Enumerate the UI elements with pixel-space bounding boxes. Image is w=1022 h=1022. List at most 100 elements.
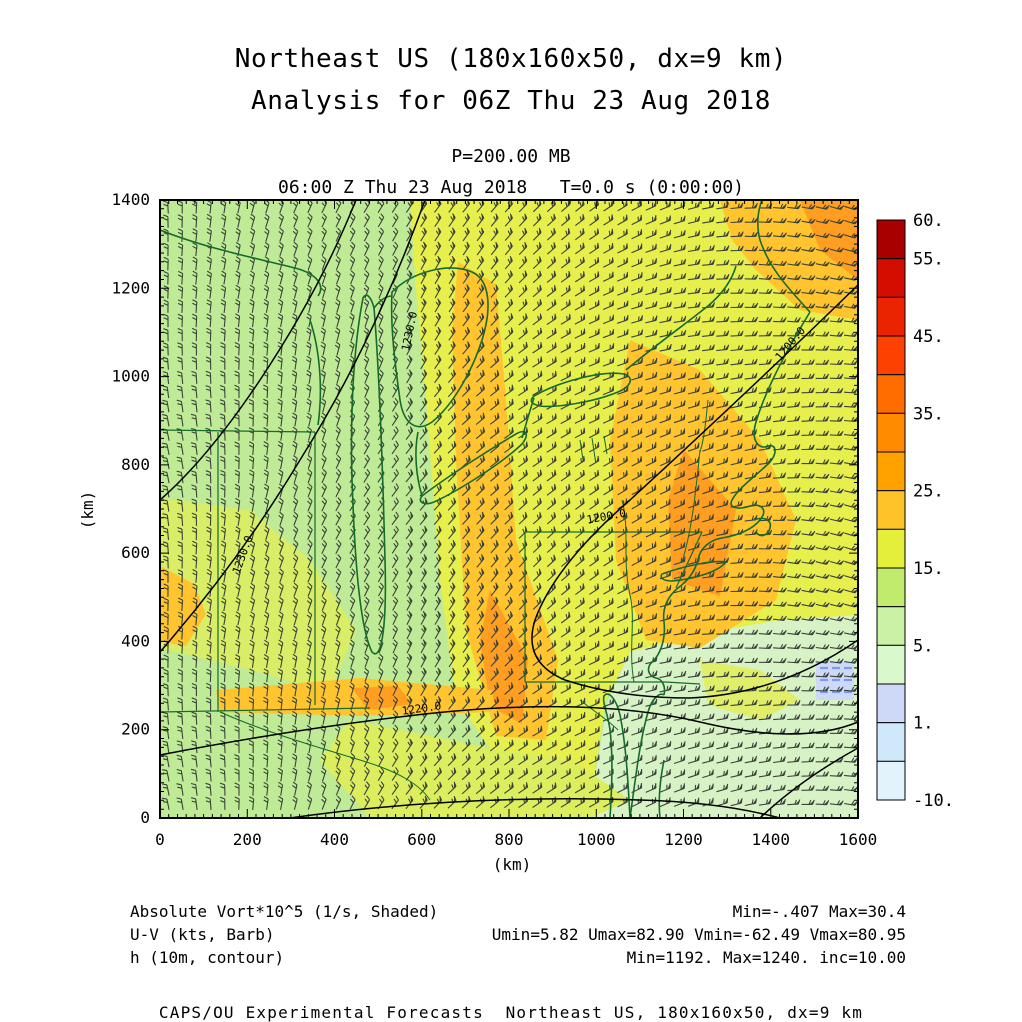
colorbar-cell xyxy=(876,760,906,801)
field-legend: Absolute Vort*10^5 (1/s, Shaded) Min=-.4… xyxy=(130,900,906,969)
colorbar-cell xyxy=(876,528,906,569)
coastline xyxy=(757,199,811,313)
colorbar-label: 55. xyxy=(913,250,944,270)
x-axis-tick-label: 200 xyxy=(233,830,262,849)
coastline xyxy=(658,759,665,819)
colorbar-label: 25. xyxy=(913,482,944,502)
height-contour xyxy=(159,705,859,756)
coastlines-layer xyxy=(159,199,811,819)
pressure-level-label: P=200.00 MB xyxy=(451,146,571,167)
y-axis-title: (km) xyxy=(78,491,97,530)
colorbar-label: 15. xyxy=(913,559,944,579)
state-border xyxy=(664,681,701,685)
footer-credit: CAPS/OU Experimental Forecasts Northeast… xyxy=(158,1003,864,1022)
colorbar-cell xyxy=(876,258,906,298)
river xyxy=(219,711,431,801)
y-axis-tick-label: 0 xyxy=(140,808,150,827)
colorbar-cell xyxy=(876,412,906,453)
legend-row-shaded: Absolute Vort*10^5 (1/s, Shaded) Min=-.4… xyxy=(130,900,906,923)
legend-contour-minmax: Min=1192. Max=1240. inc=10.00 xyxy=(626,948,906,967)
colorbar-cell xyxy=(876,219,906,260)
x-axis-tick-label: 800 xyxy=(495,830,524,849)
colorbar-cell xyxy=(876,606,906,646)
colorbar-cell xyxy=(876,490,906,530)
legend-shaded-field: Absolute Vort*10^5 (1/s, Shaded) xyxy=(130,902,439,921)
legend-barb-minmax: Umin=5.82 Umax=82.90 Vmin=-62.49 Vmax=80… xyxy=(491,925,906,944)
colorbar-cell xyxy=(876,335,906,376)
coastline xyxy=(390,267,489,428)
wind-barb-flags xyxy=(408,199,859,806)
shading-layer xyxy=(160,200,858,818)
coastline xyxy=(415,431,423,497)
coastline xyxy=(660,560,728,582)
height-contour xyxy=(159,199,426,653)
colorbar-cell xyxy=(876,567,906,608)
plot-frame xyxy=(159,199,859,819)
river xyxy=(621,499,635,683)
y-axis-tick-label: 1200 xyxy=(111,278,150,297)
coastline xyxy=(309,319,322,426)
height-contour xyxy=(759,747,859,819)
coastline xyxy=(647,311,811,696)
legend-shaded-minmax: Min=-.407 Max=30.4 xyxy=(732,902,906,921)
colorbar-cell xyxy=(876,644,906,685)
colorbar-cell xyxy=(876,722,906,762)
x-axis-tick-label: 1400 xyxy=(751,830,790,849)
state-border xyxy=(675,531,703,589)
colorbar: 60. 55. 45. 35. 25. 15. 5. 1. -10. xyxy=(876,211,954,811)
river xyxy=(699,399,709,453)
x-axis-tick-label: 0 xyxy=(155,830,165,849)
colorbar-label: 45. xyxy=(913,327,944,347)
y-axis-tick-label: 200 xyxy=(121,720,150,739)
colorbar-label: 35. xyxy=(913,404,944,424)
colorbar-cell xyxy=(876,296,906,337)
legend-row-contour: h (10m, contour) Min=1192. Max=1240. inc… xyxy=(130,946,906,969)
x-axis-tick-label: 400 xyxy=(320,830,349,849)
shading-region xyxy=(160,566,206,646)
x-axis-title: (km) xyxy=(493,855,532,874)
coastline xyxy=(419,430,528,505)
coastline xyxy=(373,295,393,309)
coastline xyxy=(521,397,535,439)
x-axis-tick-label: 1000 xyxy=(577,830,616,849)
coastline xyxy=(159,229,322,297)
coastline xyxy=(625,265,737,371)
shading-region xyxy=(588,612,858,818)
axis-labels: 0 200 400 600 800 1000 1200 1400 1600 0 200 400 600 8… xyxy=(78,190,877,874)
y-axis-tick-label: 1000 xyxy=(111,367,150,386)
y-axis-tick-label: 800 xyxy=(121,455,150,474)
river xyxy=(579,435,608,461)
coastline xyxy=(629,693,665,819)
river xyxy=(681,449,701,563)
page-title: Northeast US (180x160x50, dx=9 km) xyxy=(234,44,788,74)
x-axis-tick-label: 600 xyxy=(407,830,436,849)
colorbar-label: 60. xyxy=(913,211,944,231)
legend-contour-field: h (10m, contour) xyxy=(130,948,285,967)
height-contour xyxy=(289,798,781,819)
state-border xyxy=(159,707,371,713)
colorbar-cell xyxy=(876,374,906,414)
legend-row-barb: U-V (kts, Barb) Umin=5.82 Umax=82.90 Vmi… xyxy=(130,923,906,946)
contour-label: 1220.0 xyxy=(401,699,442,717)
shading-region xyxy=(452,262,558,740)
river xyxy=(579,699,619,731)
height-contour xyxy=(531,284,859,699)
axis-ticks xyxy=(159,199,859,819)
colorbar-label: 5. xyxy=(913,636,933,656)
state-border xyxy=(159,429,316,433)
colorbar-label: -10. xyxy=(913,791,954,811)
coastline xyxy=(350,294,387,655)
contours-layer xyxy=(159,199,859,819)
y-axis-tick-label: 1400 xyxy=(111,190,150,209)
x-axis-tick-label: 1200 xyxy=(664,830,703,849)
legend-barb-field: U-V (kts, Barb) xyxy=(130,925,275,944)
colorbar-label: 1. xyxy=(913,714,933,734)
colorbar-cell xyxy=(876,683,906,724)
y-axis-tick-label: 400 xyxy=(121,631,150,650)
y-axis-tick-label: 600 xyxy=(121,543,150,562)
coastline xyxy=(753,517,772,537)
valid-time-label: 06:00 Z Thu 23 Aug 2018 T=0.0 s (0:00:00… xyxy=(278,177,744,198)
page-subtitle: Analysis for 06Z Thu 23 Aug 2018 xyxy=(250,86,772,116)
